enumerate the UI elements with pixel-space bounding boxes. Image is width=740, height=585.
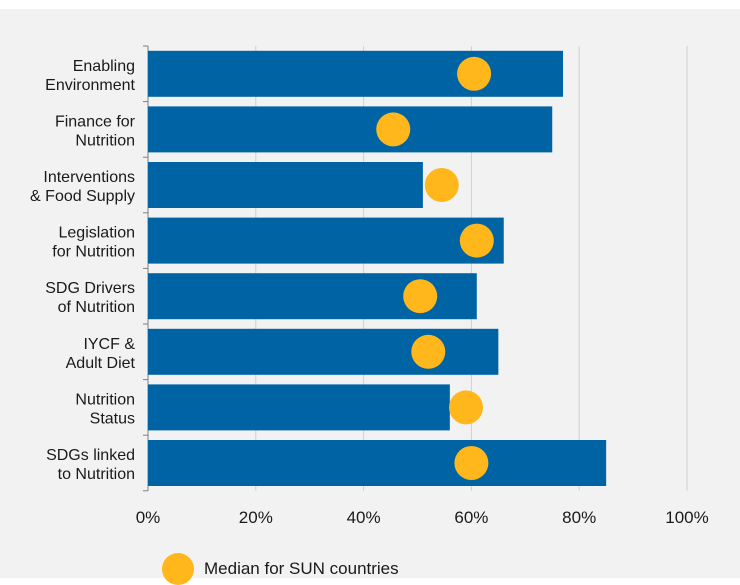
median-marker — [376, 112, 411, 147]
x-tick-label: 0% — [136, 508, 161, 527]
bar — [148, 384, 450, 431]
bar — [148, 440, 607, 486]
median-marker — [454, 446, 489, 480]
median-marker — [424, 168, 459, 202]
legend: Median for SUN countries — [162, 553, 399, 585]
x-tick-label: 100% — [665, 508, 708, 527]
median-marker — [403, 279, 438, 314]
category-label: Legislation for Nutrition — [52, 225, 135, 261]
bar — [148, 106, 553, 153]
bar — [148, 50, 564, 97]
legend-median-marker — [162, 553, 194, 585]
category-label: Nutrition Status — [75, 391, 135, 427]
bar — [148, 162, 423, 208]
chart-panel: Enabling Environment Finance for Nutrition I… — [0, 9, 740, 578]
bar — [148, 217, 504, 264]
legend-median-label: Median for SUN countries — [204, 559, 399, 578]
category-label: Enabling Environment — [45, 58, 135, 94]
category-label: SDGs linked to Nutrition — [46, 447, 135, 483]
category-label: Interventions & Food Supply — [30, 169, 135, 205]
median-marker — [457, 56, 492, 91]
x-tick-label: 80% — [562, 508, 596, 527]
bar-chart: Enabling Environment Finance for Nutrition I… — [30, 45, 709, 527]
x-tick-label: 20% — [239, 508, 273, 527]
category-label: SDG Drivers of Nutrition — [45, 280, 135, 316]
median-marker — [411, 334, 446, 369]
category-label: Finance for Nutrition — [55, 113, 136, 149]
median-marker — [459, 223, 494, 258]
category-label: IYCF & Adult Diet — [66, 336, 136, 372]
median-marker — [449, 390, 484, 425]
x-tick-label: 40% — [347, 508, 381, 527]
x-tick-label: 60% — [454, 508, 488, 527]
bar — [148, 328, 499, 375]
